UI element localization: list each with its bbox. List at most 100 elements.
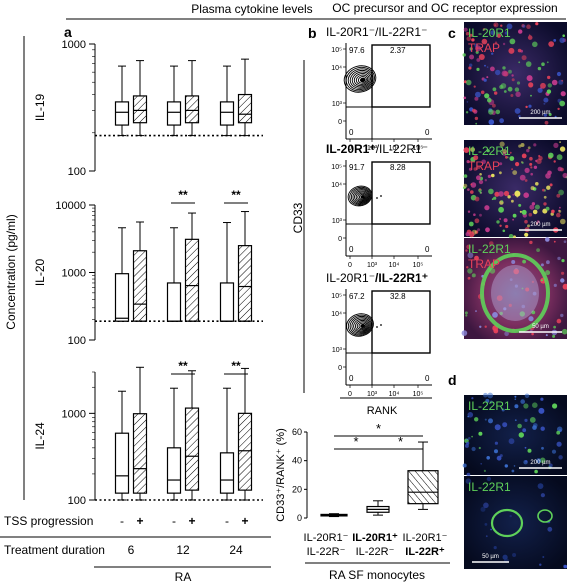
cell-signal: [522, 428, 527, 433]
cell-signal: [462, 463, 467, 468]
cell-signal: [471, 446, 476, 452]
cell-signal: [484, 418, 487, 421]
title-part: /IL-22R1: [376, 142, 422, 156]
cell-signal: [474, 96, 479, 101]
box-iqr: [132, 95, 148, 124]
cell-signal: [506, 23, 513, 30]
box-iqr: [114, 101, 130, 126]
cell-signal: [545, 173, 551, 179]
y-tick-label: 1000: [62, 39, 86, 51]
cell-signal: [527, 224, 530, 228]
cell-signal: [501, 200, 503, 203]
contour-ring: [353, 73, 370, 87]
cell-signal: [524, 167, 530, 173]
contour-ring: [351, 71, 371, 88]
cell-signal: [532, 291, 537, 296]
cell-signal: [511, 199, 514, 203]
cell-signal: [466, 36, 472, 42]
cell-signal: [519, 174, 526, 181]
cell-signal: [540, 397, 544, 401]
contour-ring: [343, 65, 377, 93]
cell-signal: [545, 237, 550, 242]
cell-signal: [474, 218, 480, 224]
cell-signal: [499, 141, 505, 147]
cell-signal: [543, 97, 549, 103]
box-iqr: [407, 470, 439, 505]
box-2: [166, 227, 182, 322]
cell-signal: [541, 62, 545, 66]
cell-signal: [557, 166, 563, 172]
contour-ring: [351, 317, 371, 334]
cell-signal: [518, 29, 523, 34]
cell-signal: [511, 469, 515, 473]
cell-signal: [495, 109, 501, 115]
cell-signal: [488, 109, 494, 115]
cell-signal: [504, 464, 508, 468]
box-iqr: [219, 282, 235, 322]
cell-signal: [478, 54, 485, 60]
cell-signal: [533, 143, 537, 147]
cell-signal: [529, 162, 533, 166]
heading-right-text: OC precursor and OC receptor expression: [332, 1, 557, 15]
cell-signal: [490, 528, 492, 531]
cell-signal: [529, 240, 533, 245]
cell-signal: [486, 76, 489, 79]
cell-signal: [514, 108, 521, 114]
cell-signal: [488, 188, 494, 195]
box-0: [114, 65, 130, 137]
box-iqr: [166, 101, 182, 126]
cell-signal: [560, 91, 566, 97]
box-iqr: [184, 95, 200, 124]
y-tick-label: 10000: [55, 200, 86, 212]
cell-signal: [517, 423, 522, 429]
cell-signal: [469, 63, 473, 67]
cell-signal: [499, 311, 503, 316]
cell-signal: [556, 430, 561, 435]
box-3: [184, 212, 200, 322]
b-box-2: [407, 441, 439, 510]
box-iqr: [184, 407, 200, 491]
cell-signal: [537, 66, 542, 71]
cell-signal: [481, 38, 488, 45]
cell-signal: [502, 229, 506, 233]
panel-b-footer: RA SF monocytes: [305, 562, 450, 582]
cell-signal: [528, 104, 532, 108]
cell-signal: [525, 61, 532, 67]
cell-signal: [551, 79, 558, 86]
cell-signal: [524, 232, 529, 237]
cell-signal: [534, 204, 540, 210]
box-3: [184, 370, 200, 501]
cell-signal: [496, 295, 503, 301]
cell-signal: [518, 61, 521, 64]
cell-signal: [515, 91, 521, 98]
cell-outline: [490, 508, 524, 538]
cell-signal: [558, 210, 562, 213]
scale-bar-label: 50 µm: [482, 554, 499, 560]
cell-signal: [502, 149, 507, 154]
cell-signal: [462, 53, 466, 57]
box-4: [219, 65, 235, 137]
cell-signal: [560, 313, 564, 318]
cell-signal: [474, 43, 478, 47]
y-tick-label: 100: [68, 166, 86, 178]
cell-signal: [559, 141, 561, 144]
cell-signal: [515, 162, 520, 167]
cell-signal: [521, 304, 526, 309]
cell-signal: [531, 280, 535, 284]
cell-signal: [545, 206, 550, 211]
cell-signal: [535, 22, 539, 26]
cell-signal: [485, 535, 488, 538]
cell-signal: [543, 102, 546, 105]
cell-signal: [500, 24, 503, 27]
cell-signal: [545, 334, 548, 337]
cell-signal: [465, 31, 470, 36]
cell-signal: [474, 255, 479, 261]
scale-bar-label: 200 µm: [530, 460, 550, 466]
cell-signal: [554, 115, 557, 118]
event-dot: [380, 324, 382, 326]
cell-signal: [544, 120, 549, 125]
